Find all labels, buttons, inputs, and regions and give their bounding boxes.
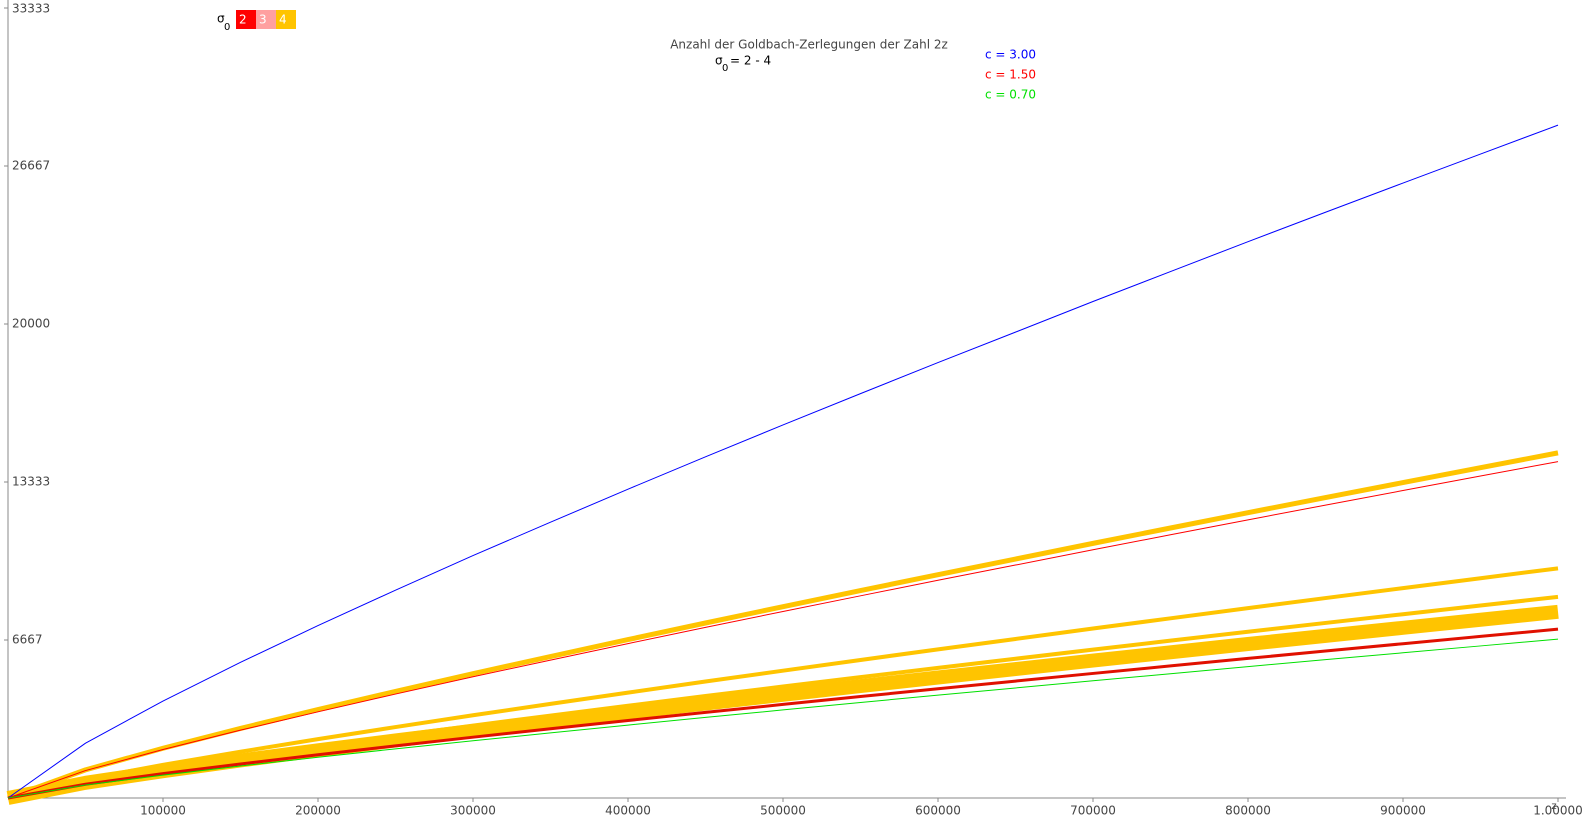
x-tick-label: 600000 — [915, 804, 961, 818]
sigma-legend-label: 4 — [279, 13, 287, 27]
chart-title: Anzahl der Goldbach-Zerlegungen der Zahl… — [670, 38, 948, 52]
sigma-legend-swatch — [256, 10, 276, 29]
series-line — [7, 638, 1559, 799]
series-line — [7, 566, 1559, 800]
x-tick-label: 300000 — [450, 804, 496, 818]
series-line — [6, 604, 1559, 805]
y-tick-label: 13333 — [12, 475, 50, 489]
subtitle-subscript: 0 — [722, 63, 728, 74]
sigma-legend-symbol: σ — [217, 12, 225, 26]
y-tick-label: 33333 — [12, 2, 50, 16]
x-tick-label: 400000 — [605, 804, 651, 818]
legend-entry: c = 1.50 — [985, 68, 1036, 82]
subtitle-text: = 2 - 4 — [730, 54, 771, 68]
x-tick-label: 900000 — [1380, 804, 1426, 818]
x-tick-label: 500000 — [760, 804, 806, 818]
sigma-legend-subscript: 0 — [224, 22, 230, 33]
sigma-legend-label: 3 — [259, 13, 267, 27]
x-tick-label: 700000 — [1070, 804, 1116, 818]
y-tick-label: 20000 — [12, 316, 50, 330]
series-line — [7, 450, 1559, 801]
sigma-legend-swatch — [276, 10, 296, 29]
x-axis-label: z — [1551, 801, 1556, 812]
series-line — [7, 627, 1559, 800]
subtitle-symbol: σ — [715, 54, 723, 68]
x-tick-label: 100000 — [140, 804, 186, 818]
sigma-legend-swatch — [236, 10, 256, 29]
series-line — [7, 461, 1559, 799]
x-tick-label: 800000 — [1225, 804, 1271, 818]
sigma-legend-label: 2 — [239, 13, 247, 27]
legend-entry: c = 0.70 — [985, 88, 1036, 102]
y-tick-label: 26667 — [12, 158, 50, 172]
x-tick-label: 200000 — [295, 804, 341, 818]
series-line — [7, 124, 1559, 799]
legend-entry: c = 3.00 — [985, 48, 1036, 62]
y-tick-label: 6667 — [12, 632, 43, 646]
x-tick-label: 1.00000 — [1533, 804, 1583, 818]
